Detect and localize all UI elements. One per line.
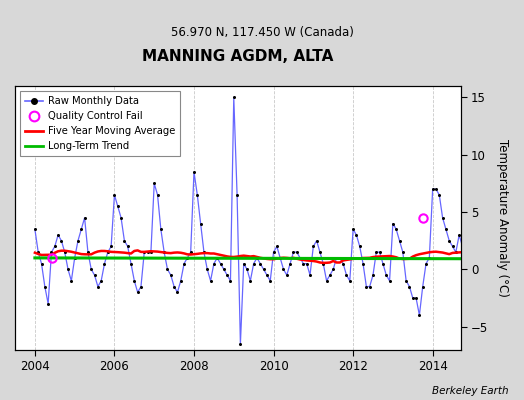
Legend: Raw Monthly Data, Quality Control Fail, Five Year Moving Average, Long-Term Tren: Raw Monthly Data, Quality Control Fail, … [20, 91, 180, 156]
Y-axis label: Temperature Anomaly (°C): Temperature Anomaly (°C) [496, 139, 509, 297]
Text: Berkeley Earth: Berkeley Earth [432, 386, 508, 396]
Title: MANNING AGDM, ALTA: MANNING AGDM, ALTA [142, 49, 333, 64]
Text: 56.970 N, 117.450 W (Canada): 56.970 N, 117.450 W (Canada) [171, 26, 353, 39]
